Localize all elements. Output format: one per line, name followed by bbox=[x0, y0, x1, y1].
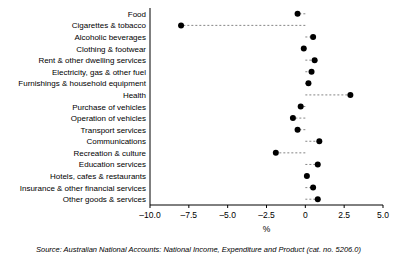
category-label: Health bbox=[123, 91, 146, 100]
dot bbox=[316, 138, 322, 144]
dot bbox=[301, 46, 307, 52]
x-tick bbox=[150, 205, 151, 208]
x-tick bbox=[266, 205, 267, 208]
category-label: Hotels, cafes & restaurants bbox=[50, 172, 146, 181]
category-label: Electricity, gas & other fuel bbox=[52, 68, 146, 77]
category-label: Alcoholic beverages bbox=[74, 33, 146, 42]
dot-leader bbox=[305, 94, 350, 95]
category-label: Food bbox=[128, 10, 146, 19]
category-label: Furnishings & household equipment bbox=[18, 79, 146, 88]
x-tick-label: 5.0 bbox=[377, 210, 389, 220]
dot bbox=[298, 104, 304, 110]
category-label: Operation of vehicles bbox=[71, 114, 146, 123]
dot bbox=[304, 173, 310, 179]
category-label: Education services bbox=[79, 160, 146, 169]
category-label: Purchase of vehicles bbox=[72, 103, 146, 112]
dot bbox=[273, 150, 279, 156]
dot bbox=[310, 185, 316, 191]
x-axis-label: % bbox=[263, 224, 271, 234]
dot-leader bbox=[181, 25, 305, 26]
x-tick-label: 2.5 bbox=[338, 210, 350, 220]
source: Source: Australian National Accounts: Na… bbox=[36, 245, 362, 254]
dot bbox=[305, 80, 311, 86]
x-tick-label: –7.5 bbox=[181, 210, 198, 220]
category-label: Transport services bbox=[81, 126, 147, 135]
category-label: Recreation & culture bbox=[74, 149, 147, 158]
dot bbox=[310, 34, 316, 40]
x-tick-label: 0 bbox=[303, 210, 308, 220]
dot bbox=[295, 127, 301, 133]
x-tick bbox=[188, 205, 189, 208]
dot bbox=[315, 161, 321, 167]
x-tick bbox=[383, 205, 384, 208]
category-label: Other goods & services bbox=[63, 195, 146, 204]
dot bbox=[309, 69, 315, 75]
x-tick bbox=[305, 205, 306, 208]
dot bbox=[312, 57, 318, 63]
dot-leader bbox=[276, 152, 306, 153]
dot bbox=[290, 115, 296, 121]
category-label: Communications bbox=[86, 137, 146, 146]
dot bbox=[347, 92, 353, 98]
x-tick bbox=[227, 205, 228, 208]
y-axis bbox=[150, 8, 151, 205]
dot bbox=[315, 196, 321, 202]
dot bbox=[178, 22, 184, 28]
category-label: Clothing & footwear bbox=[76, 45, 146, 54]
x-tick bbox=[344, 205, 345, 208]
x-tick-label: –2.5 bbox=[258, 210, 275, 220]
category-label: Insurance & other financial services bbox=[20, 184, 146, 193]
plot-marks bbox=[178, 11, 353, 202]
chart: –10.0 –7.5 –5.0 –2.5 0 2.5 5.0 Food Cigarettes &… bbox=[0, 0, 397, 265]
category-label: Rent & other dwelling services bbox=[38, 56, 146, 65]
x-tick-label: –10.0 bbox=[139, 210, 161, 220]
x-tick-label: –5.0 bbox=[219, 210, 236, 220]
category-label: Cigarettes & tobacco bbox=[72, 21, 147, 30]
dot bbox=[295, 11, 301, 17]
